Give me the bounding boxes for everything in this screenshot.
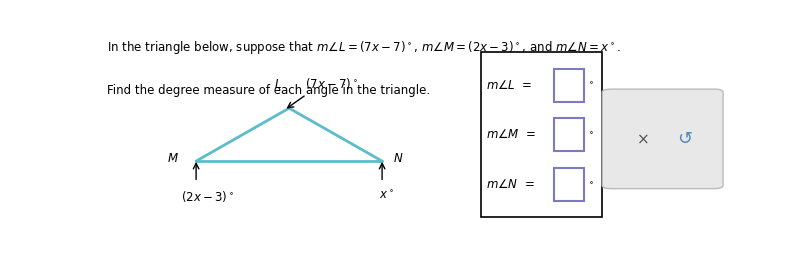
Text: $x^\circ$: $x^\circ$ xyxy=(379,189,394,202)
Text: $^\circ$: $^\circ$ xyxy=(587,178,595,191)
Text: ↺: ↺ xyxy=(678,130,693,148)
Text: $m\angle N$  =: $m\angle N$ = xyxy=(486,178,535,191)
Text: $\times$: $\times$ xyxy=(636,131,649,146)
Text: $^\circ$: $^\circ$ xyxy=(587,128,595,141)
Text: $(7x - 7)^\circ$: $(7x - 7)^\circ$ xyxy=(305,76,358,91)
Text: $M$: $M$ xyxy=(167,153,178,166)
Text: $N$: $N$ xyxy=(394,153,404,166)
Text: $m\angle L$  =: $m\angle L$ = xyxy=(486,79,533,92)
Text: In the triangle below, suppose that $m\angle L=(7x-7)^\circ$, $m\angle M=(2x-3)^: In the triangle below, suppose that $m\a… xyxy=(107,39,622,56)
Text: $(2x - 3)^\circ$: $(2x - 3)^\circ$ xyxy=(181,189,234,204)
FancyBboxPatch shape xyxy=(602,89,723,189)
Text: Find the degree measure of each angle in the triangle.: Find the degree measure of each angle in… xyxy=(107,84,430,97)
Text: $m\angle M$  =: $m\angle M$ = xyxy=(486,128,537,141)
Text: $L$: $L$ xyxy=(274,78,282,91)
Bar xyxy=(482,52,602,217)
Bar xyxy=(554,168,583,200)
Bar xyxy=(554,118,583,151)
Text: $^\circ$: $^\circ$ xyxy=(587,79,595,92)
Bar xyxy=(554,69,583,101)
